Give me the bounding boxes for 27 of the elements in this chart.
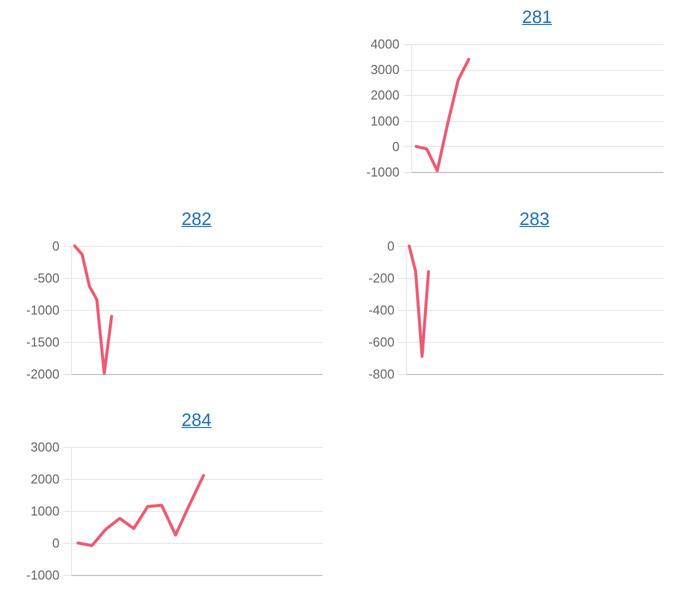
y-tick-label: -500 [33,270,60,286]
y-tick-label: -1000 [366,164,400,180]
y-tick-label: -1000 [26,302,60,318]
y-tick-label: 0 [52,238,60,254]
y-tick-label: 3000 [370,62,400,78]
y-tick-label: 0 [52,536,60,550]
chart-title: 282 [181,209,212,229]
line-series [414,58,470,172]
y-tick-label: 4000 [370,36,400,52]
y-tick-label: 0 [387,238,394,254]
y-tick-label: 2000 [30,472,60,486]
chart-title: 284 [181,410,212,430]
y-tick-label: 0 [392,138,400,154]
y-tick-label: 1000 [370,113,400,128]
y-tick-label: -600 [368,334,394,350]
chart-title: 281 [522,7,552,27]
y-tick-label: -1500 [26,334,60,350]
y-tick-label: -800 [368,366,394,382]
y-tick-label: -400 [368,302,394,318]
chart-title: 283 [519,209,550,229]
y-tick-label: 3000 [30,440,60,454]
y-tick-label: -1000 [26,568,60,582]
y-tick-label: 2000 [370,88,400,103]
y-tick-label: 1000 [30,504,60,518]
line-series [76,474,205,548]
y-tick-label: -2000 [26,366,60,382]
y-tick-label: -200 [368,270,394,286]
